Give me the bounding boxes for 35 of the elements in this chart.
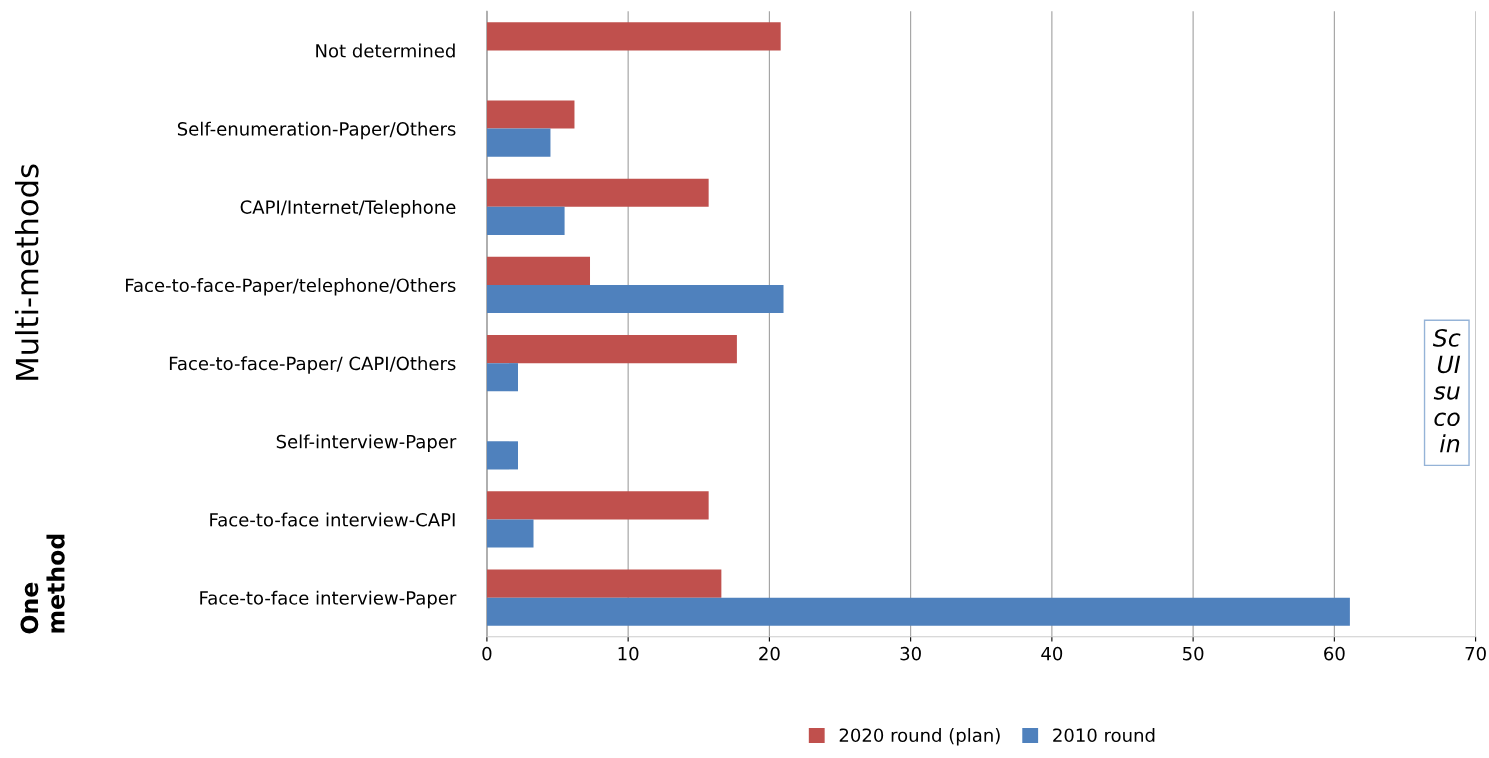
y-tick-label: Face-to-face-Paper/telephone/Others	[126, 278, 456, 296]
bar	[486, 256, 591, 285]
x-tick-label: 0	[482, 646, 492, 661]
bar	[486, 569, 722, 598]
bar	[486, 441, 518, 470]
x-tick-label: 30	[900, 646, 921, 661]
y-tick-label: CAPI/Internet/Telephone	[240, 199, 456, 218]
bar	[486, 363, 518, 392]
x-tick-label: 70	[1465, 646, 1486, 661]
bar	[486, 334, 737, 364]
bar	[486, 519, 534, 548]
bar	[486, 178, 709, 207]
y-tick-label: Face-to-face interview-Paper	[200, 590, 457, 609]
bar	[486, 597, 1350, 626]
x-tick-label: 10	[618, 646, 639, 661]
x-tick-label: 20	[759, 646, 780, 661]
legend-label: 2010 round	[1053, 728, 1155, 743]
bar	[486, 284, 784, 314]
y-tick-label: Face-to-face-Paper/ CAPI/Others	[169, 356, 456, 374]
text: Multi-methods	[14, 164, 39, 380]
annotation: Sc UI su co in	[1432, 328, 1461, 453]
bar	[486, 100, 575, 129]
x-tick-label: 60	[1324, 646, 1345, 661]
x-tick-label: 40	[1041, 646, 1063, 661]
y-tick-label: Self-enumeration-Paper/Others	[177, 121, 456, 140]
text: One method	[20, 534, 65, 634]
bar	[486, 206, 565, 235]
legend-label: 2020 round (plan)	[839, 728, 1000, 746]
x-tick-label: 50	[1183, 646, 1204, 661]
y-tick-label: Self-interview-Paper	[276, 434, 457, 452]
bar	[486, 22, 781, 51]
bar	[486, 128, 551, 157]
y-tick-label: Face-to-face interview-CAPI	[210, 512, 455, 527]
y-tick-label: Not determined	[316, 43, 455, 58]
bar	[486, 491, 709, 520]
